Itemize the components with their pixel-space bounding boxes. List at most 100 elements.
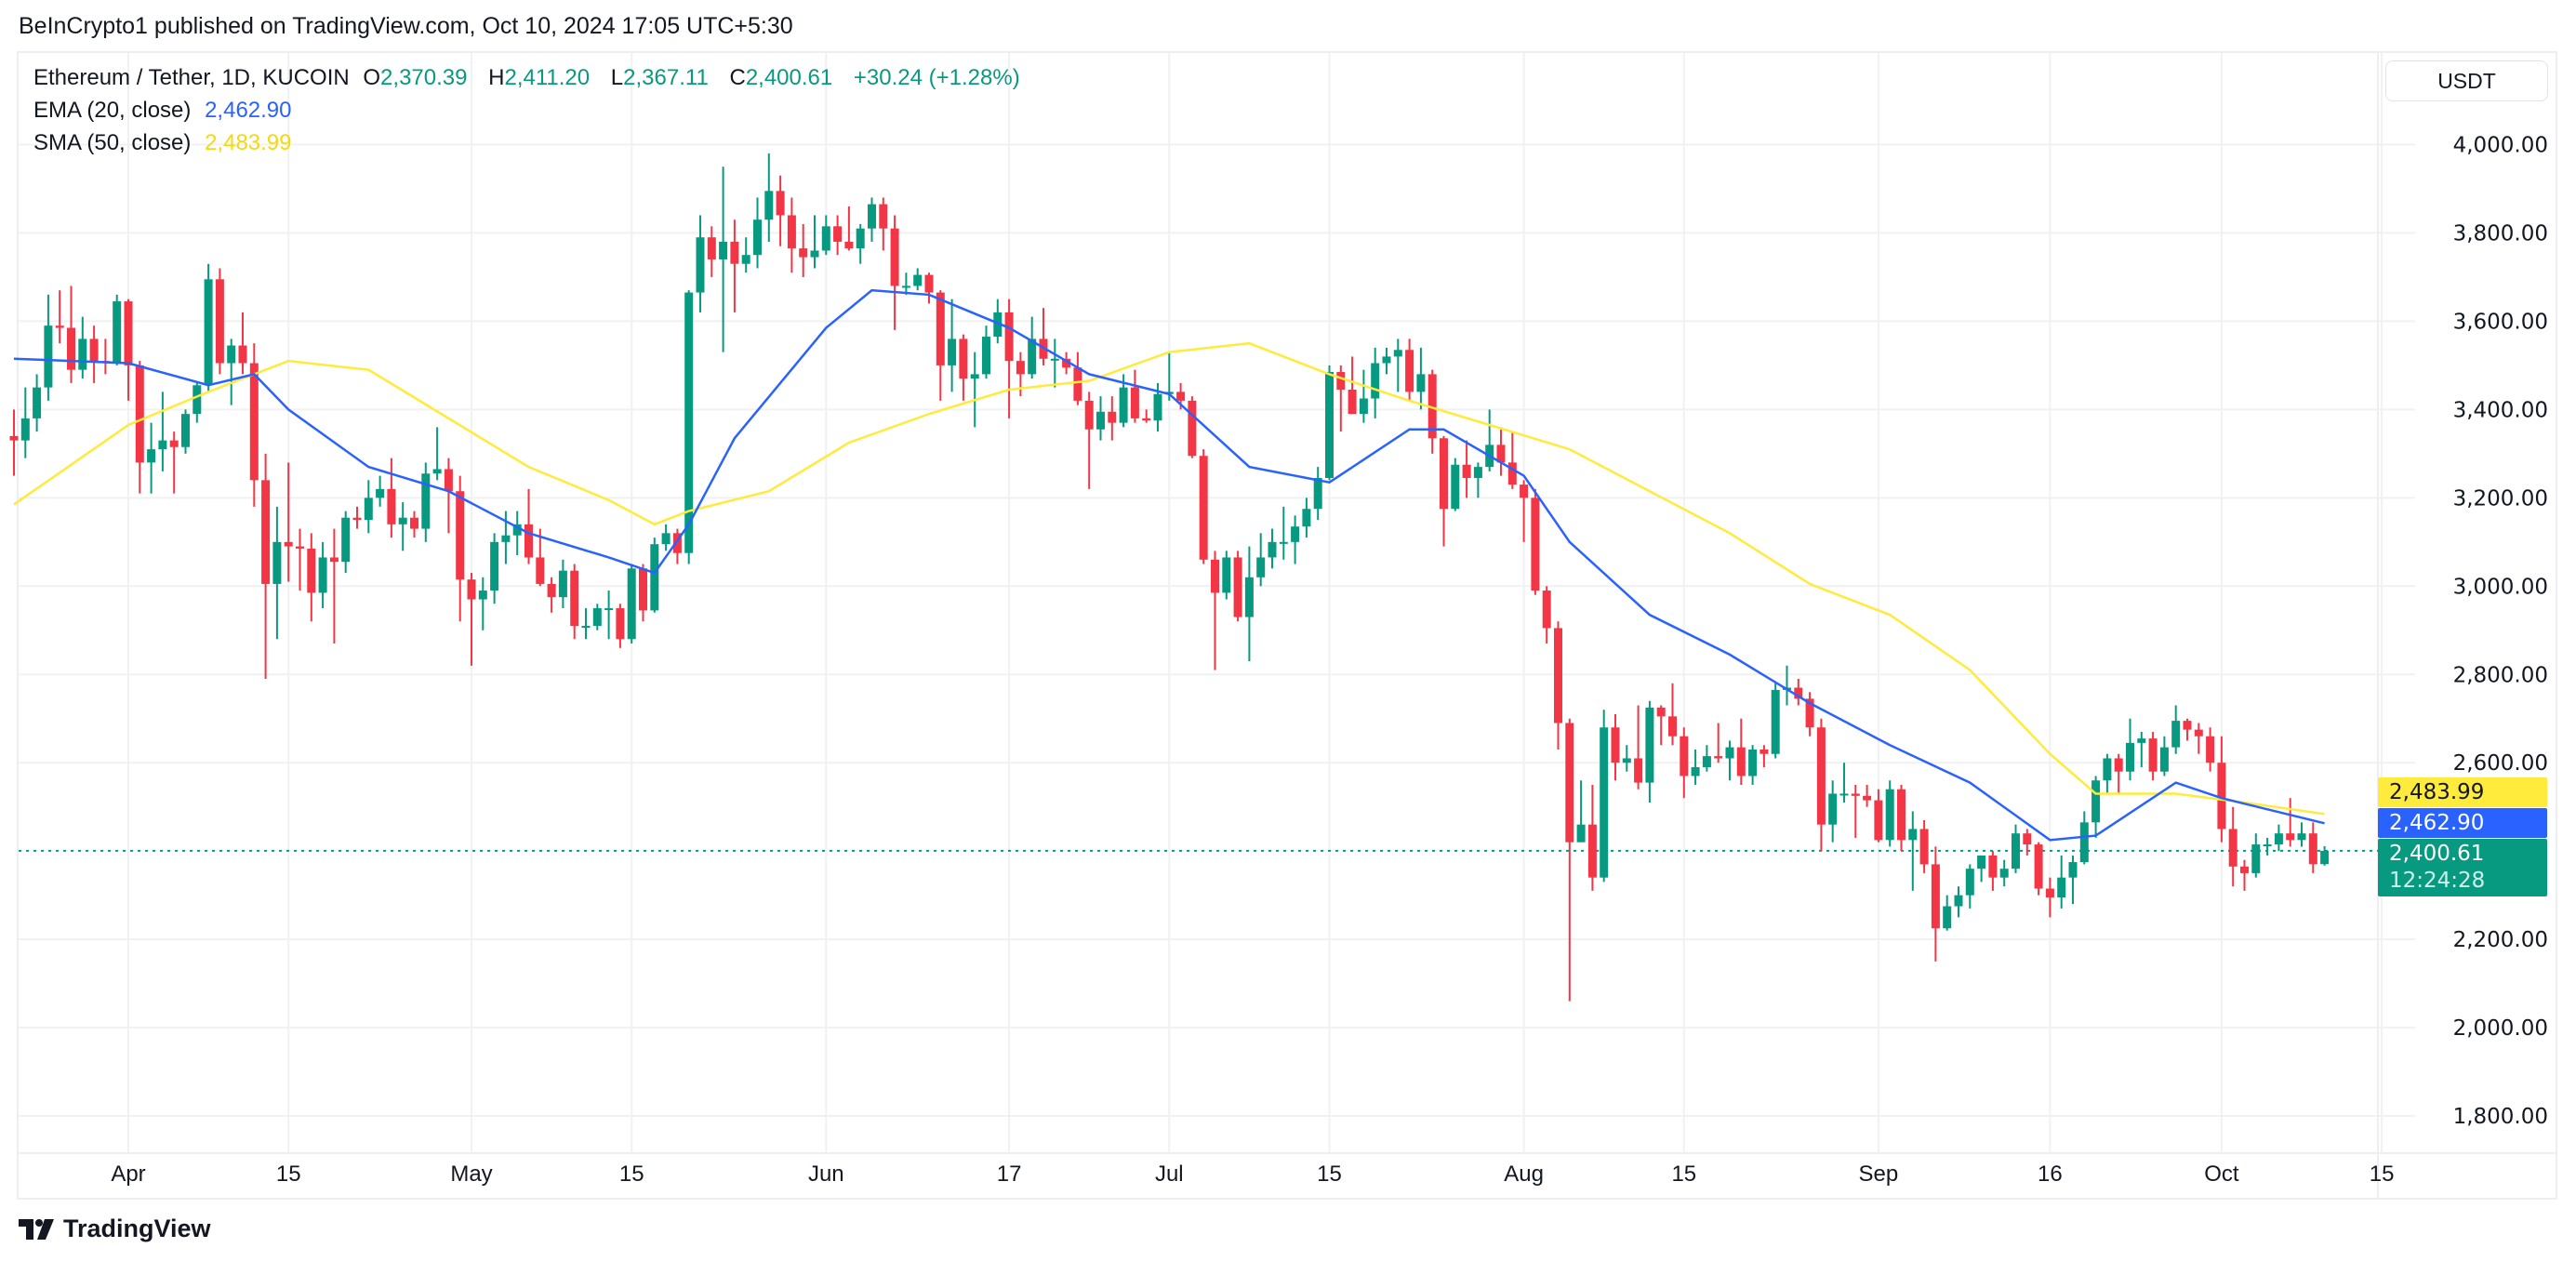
candle-body — [639, 568, 647, 611]
candle-body — [707, 237, 716, 259]
candle — [1977, 855, 1986, 883]
sma-label: SMA (50, close) — [33, 130, 192, 155]
candle-body — [1416, 374, 1426, 392]
time-tick-label: 16 — [2038, 1161, 2063, 1187]
candle-body — [2103, 758, 2112, 781]
candle-body — [1600, 727, 1609, 878]
candle-body — [970, 374, 979, 379]
candle — [913, 268, 923, 291]
candle — [696, 215, 705, 312]
candle-body — [1520, 484, 1529, 498]
candle-body — [2240, 866, 2249, 873]
candle — [1656, 705, 1666, 746]
candle — [1313, 467, 1322, 521]
candle-body — [2114, 758, 2123, 772]
candle-body — [2274, 833, 2283, 845]
candle-body — [1542, 591, 1551, 629]
candle — [341, 511, 351, 574]
candle — [558, 559, 567, 609]
candle — [78, 316, 87, 379]
candle-body — [821, 226, 830, 251]
currency-button[interactable]: USDT — [2385, 60, 2548, 101]
candle — [2228, 806, 2237, 887]
candle — [879, 197, 888, 251]
candle — [1954, 886, 1963, 918]
candle-body — [2297, 833, 2306, 841]
candle — [856, 223, 865, 264]
price-tick-label: 3,800.00 — [2453, 221, 2548, 246]
candle — [2308, 822, 2317, 873]
candle-body — [1874, 800, 1883, 841]
candle-body — [2194, 729, 2203, 737]
candle — [1004, 299, 1014, 418]
candle-body — [113, 301, 122, 364]
candle-body — [1268, 541, 1277, 558]
candle-body — [135, 365, 144, 463]
candle-body — [558, 570, 567, 598]
candle-body — [833, 226, 843, 242]
time-tick-label: 17 — [997, 1161, 1022, 1187]
candle — [444, 458, 453, 534]
candle — [1828, 780, 1838, 843]
candle — [627, 564, 636, 644]
candle-body — [1771, 689, 1780, 754]
ema-legend[interactable]: EMA (20, close) 2,462.90 — [33, 98, 299, 124]
candle — [100, 338, 110, 375]
candle-body — [1507, 462, 1517, 485]
tradingview-logo[interactable]: TradingView — [19, 1215, 211, 1243]
candle-body — [1462, 464, 1471, 478]
candle — [2251, 833, 2261, 878]
candle-body — [181, 414, 190, 447]
candle-body — [799, 248, 808, 258]
candle — [948, 299, 957, 392]
candle — [352, 506, 362, 529]
candle-body — [490, 541, 499, 591]
ema-20-line — [13, 288, 2325, 842]
candle-body — [1028, 338, 1037, 375]
candle — [215, 268, 224, 375]
candle — [1393, 338, 1402, 392]
candle — [364, 480, 373, 534]
candle-body — [913, 274, 923, 286]
candle-body — [810, 250, 819, 258]
price-axis: 4,000.00 3,800.00 3,600.00 3,400.00 3,200.00… — [2453, 134, 2548, 1130]
time-axis: Apr 15 May 15 Jun 17 Jul 15 Aug 15 Sep 16 Oct 15 — [111, 1161, 2394, 1187]
candle — [2217, 736, 2226, 843]
candle-body — [1291, 526, 1300, 542]
candle-body — [536, 557, 545, 584]
candle-body — [89, 338, 99, 362]
candle-body — [948, 338, 957, 365]
candle-body — [616, 608, 625, 640]
candle-body — [33, 387, 42, 418]
candle — [1771, 683, 1780, 759]
candle-body — [1977, 855, 1986, 869]
candle-body — [1965, 869, 1974, 896]
candle — [2286, 798, 2295, 847]
candle — [432, 427, 442, 481]
price-change: +30.24 (+1.28%) — [853, 65, 1020, 90]
candle — [1211, 551, 1219, 670]
sma-value: 2,483.99 — [205, 130, 292, 155]
time-tick-label: Oct — [2204, 1161, 2239, 1187]
candle — [1507, 431, 1517, 489]
candle-body — [272, 541, 282, 584]
candle — [1062, 352, 1071, 375]
candle-body — [1451, 464, 1460, 510]
sma-legend[interactable]: SMA (50, close) 2,483.99 — [33, 130, 299, 156]
candle — [387, 458, 396, 538]
candle — [982, 325, 990, 379]
candle-body — [2091, 780, 2101, 823]
candle-body — [238, 345, 247, 364]
sma-price-tag: 2,483.99 — [2378, 777, 2547, 807]
candle — [833, 215, 843, 256]
candle-body — [2057, 877, 2066, 898]
candle — [147, 422, 156, 494]
time-tick-label: Jul — [1155, 1161, 1184, 1187]
candle — [1600, 710, 1609, 883]
candle — [1725, 740, 1734, 781]
candle — [9, 409, 19, 476]
candle-body — [249, 363, 259, 481]
time-tick-label: 15 — [276, 1161, 301, 1187]
candle-body — [650, 544, 659, 611]
